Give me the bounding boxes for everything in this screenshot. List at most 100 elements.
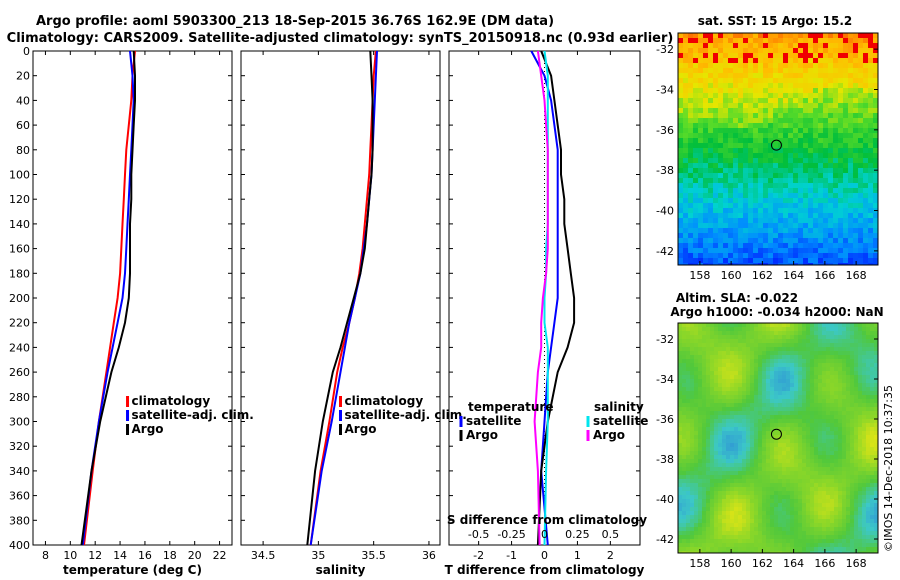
x-axis-label: salinity — [316, 563, 366, 577]
map-x-tick-label: 158 — [689, 269, 710, 282]
map-y-tick-label: -40 — [656, 205, 674, 218]
legend-title-salinity: salinity — [594, 400, 644, 414]
sla-map-subtitle: Argo h1000: -0.034 h2000: NaN — [670, 305, 883, 319]
y-tick-label: 100 — [9, 169, 30, 182]
x-tick-label: 14 — [113, 549, 127, 562]
y-tick-label: 400 — [9, 539, 30, 552]
salinity-panel: 34.5 35 35.5 36 salinity climatologysatellite… — [240, 50, 467, 577]
secondary-tick-label: -0.5 — [468, 528, 489, 541]
map-x-tick-label: 160 — [721, 557, 742, 570]
x-axis-label: temperature (deg C) — [63, 563, 202, 577]
sla-map-title: Altim. SLA: -0.022 — [676, 291, 798, 305]
legend-label: Argo — [132, 422, 164, 436]
series-line-satellite-adj-clim- — [81, 50, 135, 546]
map-x-tick-label: 164 — [783, 269, 804, 282]
secondary-tick-label: 0.25 — [565, 528, 590, 541]
y-tick-label: 60 — [16, 119, 30, 132]
imos-watermark: ©IMOS 14-Dec-2018 10:37:35 — [882, 385, 895, 552]
y-tick-label: 140 — [9, 218, 30, 231]
y-tick-label: 340 — [9, 465, 30, 478]
series-line-salinity-argo — [533, 50, 549, 546]
argo-location-marker — [770, 139, 782, 151]
x-tick-label: -1 — [506, 549, 517, 562]
map-x-tick-label: 158 — [689, 557, 710, 570]
argo-location-marker — [770, 428, 782, 440]
x-tick-label: 22 — [213, 549, 227, 562]
y-tick-label: 0 — [23, 45, 30, 58]
map-y-tick-label: -40 — [656, 493, 674, 506]
legend-label: satellite — [466, 414, 521, 428]
x-tick-label: 20 — [188, 549, 202, 562]
x-tick-label: 18 — [163, 549, 177, 562]
map-y-tick-label: -34 — [656, 373, 674, 386]
legend-label: climatology — [345, 394, 424, 408]
secondary-tick-label: -0.25 — [497, 528, 525, 541]
map-y-tick-label: -34 — [656, 83, 674, 96]
y-tick-label: 180 — [9, 267, 30, 280]
map-y-tick-label: -38 — [656, 453, 674, 466]
map-y-tick-label: -36 — [656, 124, 674, 137]
sla-raster — [678, 323, 879, 554]
difference-panel: -2 -1 0 1 2T difference from climatology temp… — [445, 50, 648, 577]
series-line-argo — [80, 50, 136, 546]
sla-map: 158 160 162 164 166 168 -32 -34 -36 -38 -40 -42 — [656, 322, 879, 570]
plot-frame — [240, 50, 441, 546]
map-x-tick-label: 168 — [846, 557, 867, 570]
series-line-climatology — [309, 50, 377, 546]
map-y-tick-label: -42 — [656, 245, 674, 258]
y-tick-label: 240 — [9, 341, 30, 354]
y-tick-label: 280 — [9, 391, 30, 404]
x-tick-label: 36 — [422, 549, 436, 562]
y-tick-label: 260 — [9, 366, 30, 379]
legend-label: satellite-adj. clim. — [132, 408, 254, 422]
series-line-salinity-satellite — [543, 50, 549, 546]
x-tick-label: -2 — [473, 549, 484, 562]
series-line-temperature-argo — [536, 50, 576, 546]
x-tick-label: 1 — [574, 549, 581, 562]
x-tick-label: 0 — [541, 549, 548, 562]
map-y-tick-label: -32 — [656, 333, 674, 346]
map-x-tick-label: 164 — [783, 557, 804, 570]
x-axis-label: T difference from climatology — [445, 563, 645, 577]
secondary-tick-label: 0 — [541, 528, 548, 541]
legend-label: Argo — [345, 422, 377, 436]
y-tick-label: 80 — [16, 144, 30, 157]
x-tick-label: 10 — [63, 549, 77, 562]
legend-label: satellite-adj. clim. — [345, 408, 467, 422]
x-axis-label-secondary: S difference from climatology — [447, 513, 647, 527]
x-tick-label: 8 — [42, 549, 49, 562]
sst-map-title: sat. SST: 15 Argo: 15.2 — [698, 14, 852, 28]
map-x-tick-label: 162 — [752, 269, 773, 282]
secondary-tick-label: 0.5 — [602, 528, 620, 541]
x-tick-label: 12 — [88, 549, 102, 562]
y-tick-label: 120 — [9, 193, 30, 206]
temperature-panel: 0 20 40 60 80 100 120 140 160 180 200 220 240 260 280 3… — [9, 45, 254, 577]
x-tick-label: 2 — [607, 549, 614, 562]
map-y-tick-label: -32 — [656, 43, 674, 56]
y-tick-label: 20 — [16, 70, 30, 83]
y-tick-label: 220 — [9, 317, 30, 330]
y-tick-label: 160 — [9, 243, 30, 256]
map-x-tick-label: 166 — [814, 557, 835, 570]
map-frame — [677, 32, 879, 266]
map-frame — [677, 322, 879, 554]
series-line-argo — [306, 50, 374, 546]
figure-title-line1: Argo profile: aoml 5903300_213 18-Sep-20… — [36, 14, 554, 29]
legend-title-temperature: temperature — [468, 400, 553, 414]
x-tick-label: 34.5 — [251, 549, 276, 562]
y-tick-label: 320 — [9, 440, 30, 453]
figure-title-line2: Climatology: CARS2009. Satellite-adjuste… — [7, 31, 674, 46]
series-line-satellite-adj-clim- — [309, 50, 378, 546]
map-x-tick-label: 168 — [846, 269, 867, 282]
legend-label: satellite — [593, 414, 648, 428]
map-x-tick-label: 160 — [721, 269, 742, 282]
y-tick-label: 380 — [9, 514, 30, 527]
y-tick-label: 300 — [9, 416, 30, 429]
sst-raster — [678, 33, 879, 266]
map-y-tick-label: -42 — [656, 533, 674, 546]
x-tick-label: 35 — [311, 549, 325, 562]
map-x-tick-label: 166 — [814, 269, 835, 282]
legend-label: Argo — [593, 428, 625, 442]
x-tick-label: 35.5 — [361, 549, 386, 562]
